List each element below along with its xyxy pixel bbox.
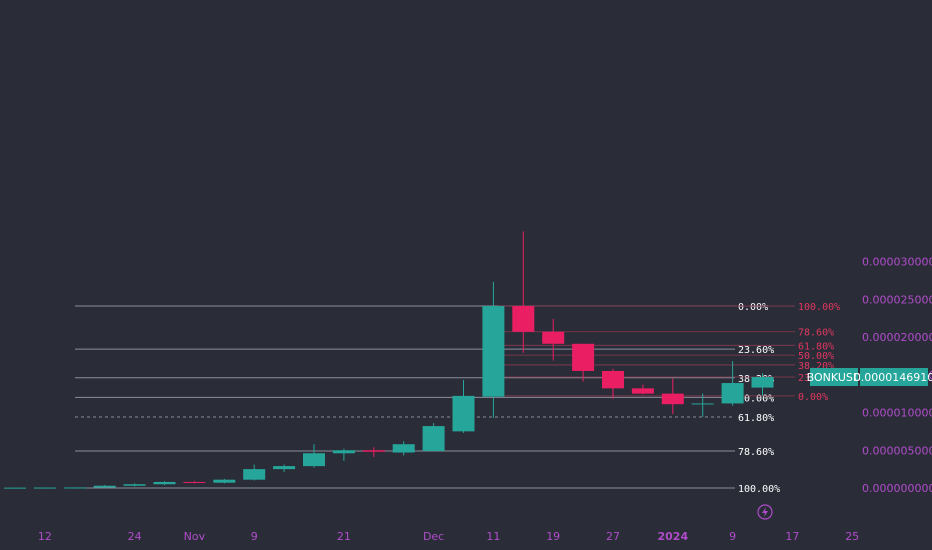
symbol-badge-label: BONKUSD [807,371,862,384]
time-tick-label: 9 [251,530,258,543]
candle [362,447,385,458]
candle [153,481,176,485]
candle [691,393,714,418]
fib-level-label: 100.00% [738,484,780,495]
candle-body [392,444,415,453]
candle [213,478,236,484]
time-tick-label: 21 [337,530,351,543]
candle [33,487,56,489]
candle [4,487,26,489]
candle-body [572,343,595,371]
symbol-badge [810,368,858,387]
candle [482,281,505,418]
candle-body [213,479,236,483]
candle-body [243,469,266,480]
time-tick-label: 24 [128,530,142,543]
fib2-level-label: 78.60% [798,328,834,339]
candle [332,448,355,461]
candle [93,484,116,488]
time-tick-label: 19 [546,530,560,543]
time-tick-label: Nov [184,530,206,543]
candle-body [691,403,714,405]
candle [183,481,206,484]
time-tick-label: 17 [785,530,799,543]
fib2-level-label: 0.00% [798,392,828,403]
last-price-label: 0.0000146910 [854,371,932,384]
fib2-level-label: 100.00% [798,302,840,313]
candle [63,487,86,489]
fib-retracement-secondary-layer: 100.00%78.60%61.80%50.00%38.20%23.0.00% [498,302,840,403]
candle-body [332,450,355,454]
fib2-level-label: 38.20% [798,361,834,372]
candle [542,318,565,361]
time-tick-label: 9 [729,530,736,543]
candle [273,464,296,473]
fib-level-label: 78.60% [738,447,774,458]
candle-body [123,484,146,486]
candle-body [303,453,325,467]
fib-level-label: 61.80% [738,413,774,424]
fib2-level-label: 23. [798,373,816,384]
candle [602,368,624,399]
candle-body [452,395,475,432]
time-tick-label: Dec [423,530,444,543]
candles-layer [4,231,774,489]
candle-body [4,487,26,489]
candle-body [482,306,505,397]
candle [721,361,744,406]
fib-level-label: 0.00% [738,302,768,313]
candle-body [721,383,744,404]
candle [303,444,325,468]
candle-body [542,331,565,344]
candle-body [422,426,445,452]
bolt-icon[interactable] [757,504,773,520]
candle [512,231,535,353]
candle [392,441,415,456]
candle-body [362,450,385,452]
time-tick-label: 12 [38,530,52,543]
candle-body [33,487,56,489]
fib-level-label: 23.60% [738,345,774,356]
fib2-level-label: 61.80% [798,341,834,352]
candle [243,464,266,481]
candle [661,378,684,415]
time-tick-label: 2024 [657,530,688,543]
candle [422,423,445,452]
time-axis[interactable]: 12 24 Nov 9 21 Dec 11 19 27 2024 9 17 25 [38,530,859,543]
time-tick-label: 25 [845,530,859,543]
candle-body [512,306,535,332]
candle [751,373,774,396]
time-tick-label: 11 [486,530,500,543]
price-tick-label: 0.0000300000 [862,256,932,269]
candle-body [631,388,654,394]
candle-body [153,481,176,485]
candle-body [661,393,684,405]
candle-body [93,485,116,488]
fib-level-label: 50.00% [738,393,774,404]
candle-body [273,466,296,470]
candle [631,384,654,395]
last-price-badge [860,368,928,387]
time-tick-label: 27 [606,530,620,543]
candle [452,380,475,433]
fib2-level-label: 50.00% [798,351,834,362]
candle [572,343,595,382]
candle [123,483,146,487]
candle-body [183,481,206,483]
candle-body [602,370,624,389]
candle-body [63,487,86,489]
candle-body [751,377,774,388]
